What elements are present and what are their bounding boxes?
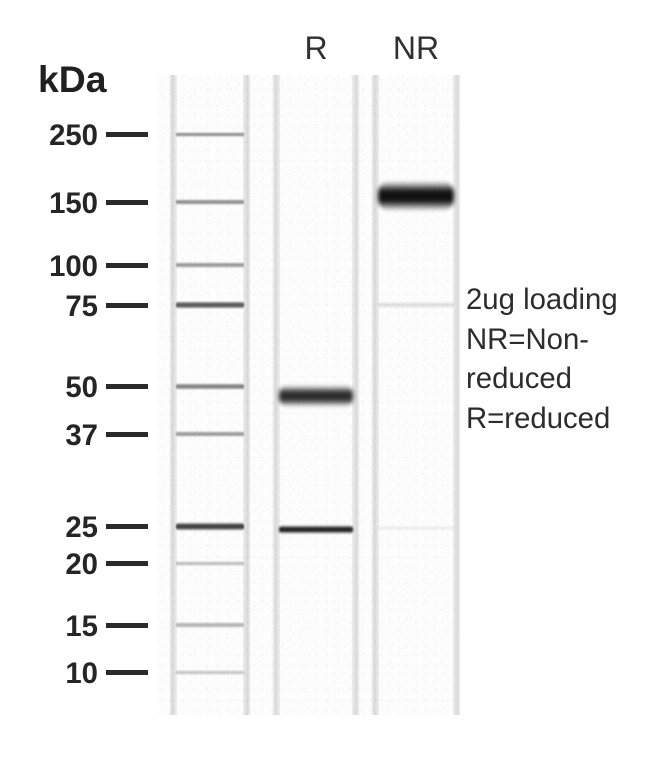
tick-mark (106, 524, 148, 529)
tick-mark (106, 561, 148, 566)
gel-area (158, 75, 458, 715)
lane-label: NR (376, 30, 456, 67)
tick-label: 150 (49, 187, 98, 221)
legend-annotation: 2ug loading NR=Non- reduced R=reduced (466, 280, 618, 438)
tick-label: 100 (49, 250, 98, 284)
tick-label: 250 (49, 119, 98, 153)
tick-mark (106, 670, 148, 675)
tick-label: 25 (65, 511, 98, 545)
tick-label: 10 (65, 657, 98, 691)
lane-label: R (276, 30, 356, 67)
tick-label: 37 (65, 419, 98, 453)
y-axis-title: kDa (38, 58, 106, 101)
tick-label: 20 (65, 548, 98, 582)
tick-mark (106, 432, 148, 437)
film-grain (158, 75, 458, 715)
tick-label: 75 (65, 290, 98, 324)
tick-label: 50 (65, 371, 98, 405)
tick-mark (106, 132, 148, 137)
tick-mark (106, 263, 148, 268)
tick-mark (106, 303, 148, 308)
tick-mark (106, 384, 148, 389)
tick-mark (106, 623, 148, 628)
figure-canvas: kDa 250 150 100 75 50 37 2520 15 10 R NR 2ug load… (0, 0, 650, 761)
tick-mark (106, 200, 148, 205)
tick-label: 15 (65, 610, 98, 644)
